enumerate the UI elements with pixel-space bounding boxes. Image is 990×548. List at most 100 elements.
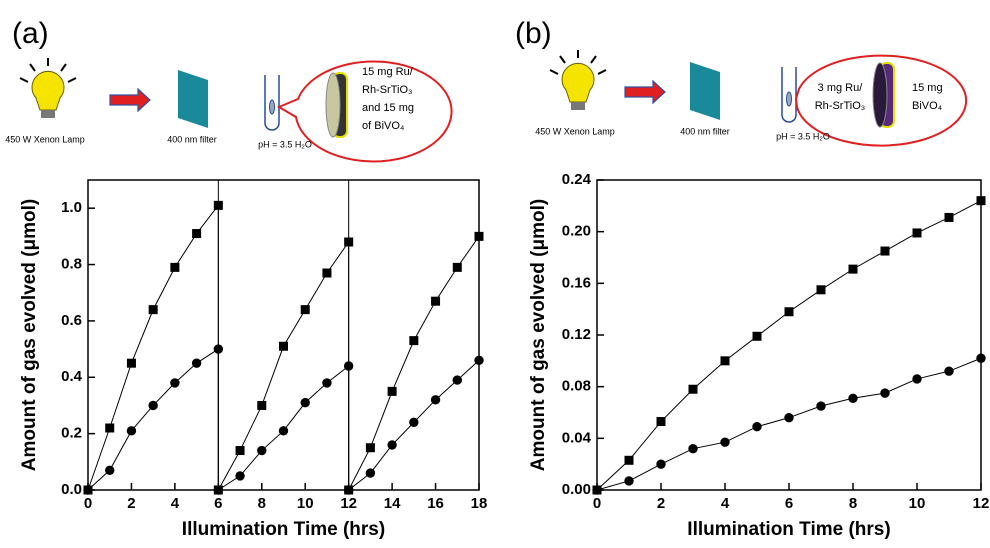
marker-circle — [880, 388, 890, 398]
bulb-ray — [60, 63, 67, 72]
marker-circle — [322, 378, 332, 388]
sample-label: 15 mg Ru/ — [362, 66, 414, 78]
marker-square — [213, 200, 223, 210]
marker-circle — [409, 417, 419, 428]
filter — [690, 62, 720, 120]
sample-disk-face — [325, 72, 341, 138]
y-axis-label: Amount of gas evolved (μmol) — [528, 199, 549, 471]
marker-square — [344, 237, 354, 247]
bulb-ray — [559, 55, 566, 64]
bulb-base — [571, 102, 585, 110]
x-tick-label: 2 — [657, 495, 665, 512]
marker-square — [279, 341, 288, 351]
marker-square — [848, 264, 858, 274]
marker-circle — [656, 459, 666, 469]
marker-circle — [365, 468, 376, 478]
marker-circle — [430, 395, 441, 405]
panel-label: (a) — [12, 17, 49, 50]
sample-label: and 15 mg — [362, 102, 414, 114]
callout — [276, 60, 453, 163]
bulb-ray — [590, 55, 597, 64]
marker-circle — [257, 445, 267, 456]
x-tick-label: 4 — [721, 495, 730, 512]
x-tick-label: 12 — [340, 495, 357, 512]
x-tick-label: 10 — [909, 495, 926, 512]
arrow — [624, 79, 666, 105]
marker-square — [387, 386, 397, 396]
x-tick-label: 10 — [297, 495, 314, 512]
plot-frame — [87, 179, 480, 491]
sample-disk-face — [872, 62, 888, 128]
y-tick-label: 0.2 — [61, 425, 82, 442]
y-tick-label: 0.12 — [562, 326, 591, 343]
marker-square — [452, 262, 462, 272]
bulb — [31, 70, 65, 111]
bulb-ray — [549, 69, 559, 75]
test-tube — [781, 67, 797, 123]
bulb-ray — [29, 63, 36, 72]
y-tick-label: 1.0 — [61, 199, 82, 216]
marker-circle — [784, 412, 794, 423]
bulb-ray — [19, 77, 29, 83]
marker-circle — [235, 471, 245, 481]
marker-square — [976, 196, 986, 206]
y-tick-label: 0.8 — [61, 256, 82, 273]
bulb-base — [41, 110, 55, 118]
marker-square — [784, 307, 794, 317]
lamp-label: 450 W Xenon Lamp — [5, 134, 85, 144]
sample-disk-small — [269, 99, 275, 115]
marker-square — [944, 212, 954, 222]
y-tick-label: 0.6 — [61, 312, 82, 329]
solution-label: pH = 3.5 H₂O — [258, 139, 312, 149]
y-tick-label: 0.00 — [562, 481, 591, 498]
marker-square — [752, 331, 762, 341]
marker-circle — [944, 366, 954, 376]
marker-square — [322, 268, 332, 278]
sample-label: of BiVO₄ — [362, 120, 405, 132]
y-tick-label: 0.4 — [61, 368, 83, 385]
marker-circle — [213, 344, 224, 354]
marker-circle — [278, 426, 289, 436]
marker-square — [192, 229, 202, 239]
y-tick-label: 0.0 — [61, 481, 82, 498]
x-tick-label: 6 — [214, 495, 222, 512]
marker-circle — [387, 440, 397, 450]
series-line — [596, 357, 982, 491]
y-tick-label: 0.20 — [562, 223, 591, 240]
marker-square — [126, 358, 136, 368]
plot-frame — [596, 179, 982, 491]
test-tube — [264, 75, 280, 131]
marker-square — [656, 417, 666, 427]
x-tick-label: 8 — [849, 495, 857, 512]
marker-circle — [300, 397, 310, 408]
filter-label: 400 nm filter — [167, 134, 217, 144]
sample-disk-small — [786, 91, 792, 107]
marker-circle — [624, 476, 634, 486]
lamp-label: 450 W Xenon Lamp — [535, 126, 615, 136]
marker-circle — [191, 358, 202, 368]
marker-circle — [474, 355, 484, 366]
marker-circle — [452, 375, 462, 385]
sample-label: Rh-SrTiO₃ — [815, 100, 866, 112]
sample-label: 3 mg Ru/ — [818, 82, 864, 94]
x-tick-label: 18 — [471, 495, 488, 512]
marker-circle — [343, 361, 354, 371]
marker-square — [431, 296, 441, 306]
y-tick-label: 0.04 — [562, 429, 592, 446]
y-tick-label: 0.24 — [562, 171, 592, 188]
x-tick-label: 0 — [593, 495, 601, 512]
solution-label: pH = 3.5 H₂O — [776, 131, 830, 141]
marker-circle — [912, 374, 922, 384]
marker-circle — [592, 485, 602, 495]
marker-square — [720, 356, 730, 366]
marker-square — [148, 305, 158, 315]
marker-circle — [816, 401, 826, 411]
filter — [178, 70, 208, 128]
marker-square — [235, 446, 245, 456]
series-line — [596, 200, 982, 491]
marker-circle — [752, 422, 762, 432]
arrow — [109, 87, 151, 113]
x-tick-label: 14 — [384, 495, 401, 512]
marker-square — [257, 400, 267, 410]
marker-square — [170, 262, 180, 272]
